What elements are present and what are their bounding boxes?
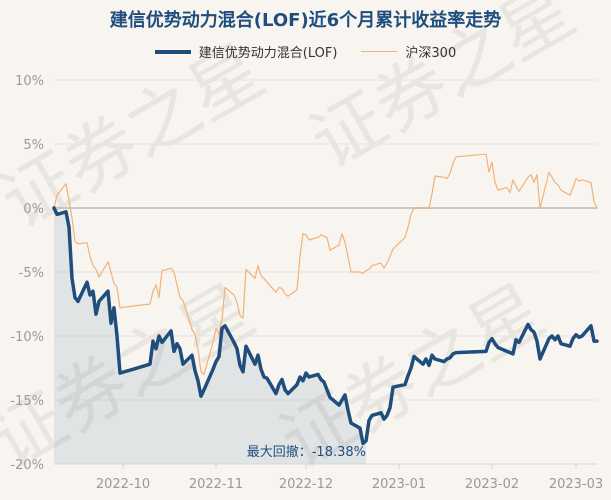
legend-label-index: 沪深300	[405, 46, 457, 61]
legend-item-fund[interactable]: 建信优势动力混合(LOF)	[154, 42, 338, 61]
x-tick-label: 2022-10	[96, 477, 150, 492]
legend-swatch-index	[361, 51, 398, 52]
y-tick-label: 0%	[23, 202, 44, 217]
legend-label-fund: 建信优势动力混合(LOF)	[198, 46, 338, 61]
max-drawdown-fill	[54, 208, 366, 464]
x-tick-label: 2023-01	[372, 477, 426, 492]
legend-swatch-fund	[154, 49, 191, 54]
chart-legend: 建信优势动力混合(LOF) 沪深300	[0, 42, 611, 61]
y-tick-label: -10%	[10, 330, 44, 345]
y-tick-label: -20%	[10, 458, 44, 473]
series-lines	[52, 153, 599, 446]
chart-title: 建信优势动力混合(LOF)近6个月累计收益率走势	[109, 10, 502, 31]
series-line-fund	[52, 206, 599, 446]
legend-item-index[interactable]: 沪深300	[361, 42, 456, 61]
annotations: 最大回撤：-18.38%	[247, 444, 366, 460]
max-drawdown-label: 最大回撤：-18.38%	[247, 444, 366, 460]
y-tick-label: 5%	[23, 138, 44, 153]
x-tick-label: 2022-12	[279, 477, 333, 492]
y-tick-label: -15%	[10, 394, 44, 409]
y-tick-label: -5%	[19, 266, 44, 281]
y-tick-label: 10%	[15, 74, 44, 89]
x-tick-label: 2022-11	[189, 477, 243, 492]
series-line-index	[53, 153, 598, 375]
x-tick-label: 2023-02	[465, 477, 519, 492]
x-axis-tick-labels: 2022-10 2022-11 2022-12 2023-01 2023-02 2023-…	[54, 463, 603, 492]
max-drawdown-area	[54, 208, 366, 464]
x-tick-label: 2023-03	[549, 477, 603, 492]
y-axis-tick-labels: 10% 5% 0% -5% -10% -15% -20%	[10, 74, 44, 473]
